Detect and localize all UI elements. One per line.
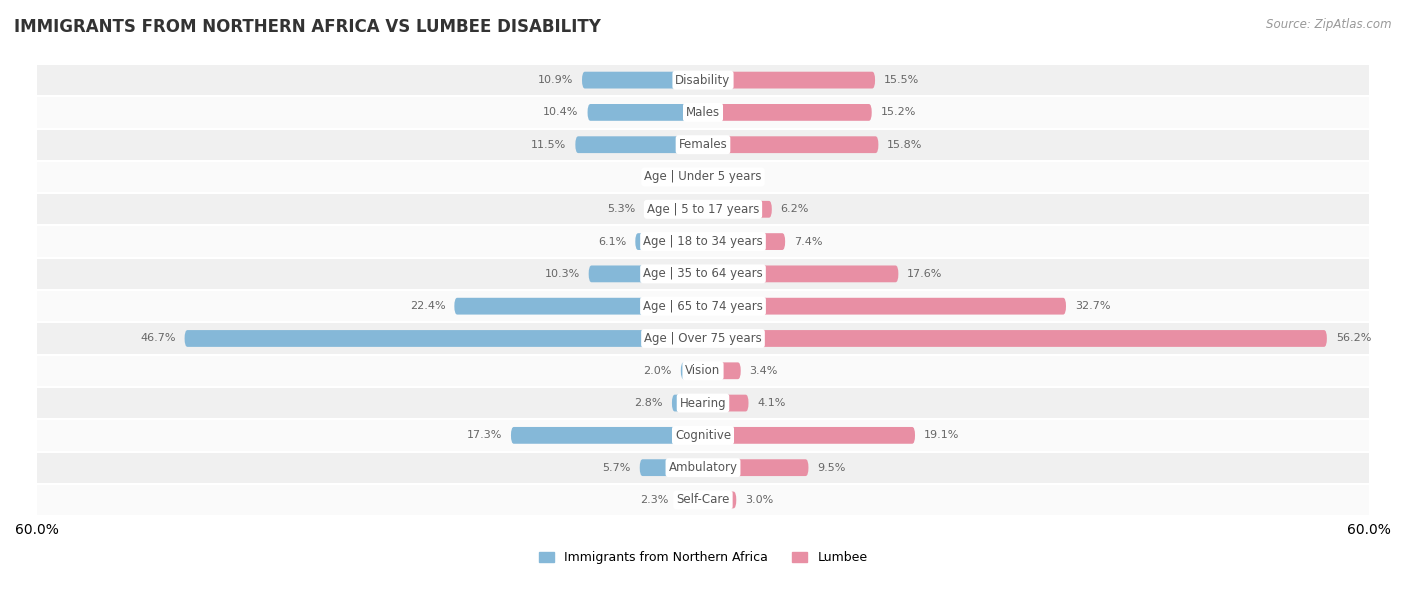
Text: 4.1%: 4.1% <box>758 398 786 408</box>
Text: 10.4%: 10.4% <box>543 107 579 118</box>
FancyBboxPatch shape <box>644 201 703 218</box>
Text: Age | 18 to 34 years: Age | 18 to 34 years <box>643 235 763 248</box>
Text: 5.7%: 5.7% <box>602 463 631 472</box>
Text: Disability: Disability <box>675 73 731 87</box>
FancyBboxPatch shape <box>184 330 703 347</box>
FancyBboxPatch shape <box>703 72 875 89</box>
Bar <box>37 129 1369 161</box>
Text: 2.0%: 2.0% <box>644 366 672 376</box>
Legend: Immigrants from Northern Africa, Lumbee: Immigrants from Northern Africa, Lumbee <box>538 551 868 564</box>
Bar <box>37 161 1369 193</box>
Text: Age | 5 to 17 years: Age | 5 to 17 years <box>647 203 759 216</box>
FancyBboxPatch shape <box>672 395 703 411</box>
Text: 17.6%: 17.6% <box>907 269 942 279</box>
Text: 6.1%: 6.1% <box>598 237 627 247</box>
Text: Cognitive: Cognitive <box>675 429 731 442</box>
Text: Males: Males <box>686 106 720 119</box>
FancyBboxPatch shape <box>640 459 703 476</box>
FancyBboxPatch shape <box>703 233 785 250</box>
Bar <box>37 290 1369 323</box>
Bar <box>37 193 1369 225</box>
Text: Females: Females <box>679 138 727 151</box>
Text: Self-Care: Self-Care <box>676 493 730 507</box>
FancyBboxPatch shape <box>636 233 703 250</box>
Text: 7.4%: 7.4% <box>794 237 823 247</box>
Bar <box>37 64 1369 96</box>
FancyBboxPatch shape <box>703 136 879 153</box>
Text: Vision: Vision <box>685 364 721 377</box>
Text: 3.0%: 3.0% <box>745 495 773 505</box>
Bar <box>37 452 1369 484</box>
Bar <box>37 419 1369 452</box>
Text: Age | Over 75 years: Age | Over 75 years <box>644 332 762 345</box>
Bar <box>37 387 1369 419</box>
Text: 3.4%: 3.4% <box>749 366 778 376</box>
FancyBboxPatch shape <box>510 427 703 444</box>
FancyBboxPatch shape <box>678 491 703 509</box>
Text: 56.2%: 56.2% <box>1336 334 1371 343</box>
FancyBboxPatch shape <box>703 459 808 476</box>
Text: 6.2%: 6.2% <box>780 204 808 214</box>
FancyBboxPatch shape <box>582 72 703 89</box>
Text: 46.7%: 46.7% <box>141 334 176 343</box>
Bar <box>37 484 1369 516</box>
FancyBboxPatch shape <box>703 298 1066 315</box>
Text: Ambulatory: Ambulatory <box>668 461 738 474</box>
Text: 10.3%: 10.3% <box>544 269 579 279</box>
FancyBboxPatch shape <box>681 362 703 379</box>
FancyBboxPatch shape <box>703 266 898 282</box>
Text: 22.4%: 22.4% <box>409 301 446 311</box>
Text: Age | 65 to 74 years: Age | 65 to 74 years <box>643 300 763 313</box>
Bar <box>37 258 1369 290</box>
Bar <box>37 96 1369 129</box>
Text: Age | 35 to 64 years: Age | 35 to 64 years <box>643 267 763 280</box>
FancyBboxPatch shape <box>703 491 737 509</box>
FancyBboxPatch shape <box>454 298 703 315</box>
Bar <box>37 225 1369 258</box>
FancyBboxPatch shape <box>703 362 741 379</box>
Bar <box>37 323 1369 354</box>
FancyBboxPatch shape <box>588 104 703 121</box>
Bar <box>37 354 1369 387</box>
Text: 1.2%: 1.2% <box>652 172 681 182</box>
FancyBboxPatch shape <box>575 136 703 153</box>
Text: 9.5%: 9.5% <box>817 463 846 472</box>
FancyBboxPatch shape <box>703 201 772 218</box>
Text: 11.5%: 11.5% <box>531 140 567 150</box>
Text: Age | Under 5 years: Age | Under 5 years <box>644 171 762 184</box>
FancyBboxPatch shape <box>703 427 915 444</box>
FancyBboxPatch shape <box>703 395 748 411</box>
Text: 19.1%: 19.1% <box>924 430 959 441</box>
Text: 15.8%: 15.8% <box>887 140 922 150</box>
Text: IMMIGRANTS FROM NORTHERN AFRICA VS LUMBEE DISABILITY: IMMIGRANTS FROM NORTHERN AFRICA VS LUMBE… <box>14 18 600 36</box>
Text: 10.9%: 10.9% <box>537 75 574 85</box>
Text: 32.7%: 32.7% <box>1074 301 1111 311</box>
Text: Hearing: Hearing <box>679 397 727 409</box>
FancyBboxPatch shape <box>690 168 703 185</box>
Text: 17.3%: 17.3% <box>467 430 502 441</box>
Text: Source: ZipAtlas.com: Source: ZipAtlas.com <box>1267 18 1392 31</box>
FancyBboxPatch shape <box>703 104 872 121</box>
FancyBboxPatch shape <box>589 266 703 282</box>
FancyBboxPatch shape <box>703 330 1327 347</box>
Text: 1.3%: 1.3% <box>727 172 755 182</box>
Text: 15.5%: 15.5% <box>884 75 920 85</box>
Text: 2.3%: 2.3% <box>640 495 669 505</box>
Text: 2.8%: 2.8% <box>634 398 664 408</box>
Text: 15.2%: 15.2% <box>880 107 915 118</box>
FancyBboxPatch shape <box>703 168 717 185</box>
Text: 5.3%: 5.3% <box>607 204 636 214</box>
